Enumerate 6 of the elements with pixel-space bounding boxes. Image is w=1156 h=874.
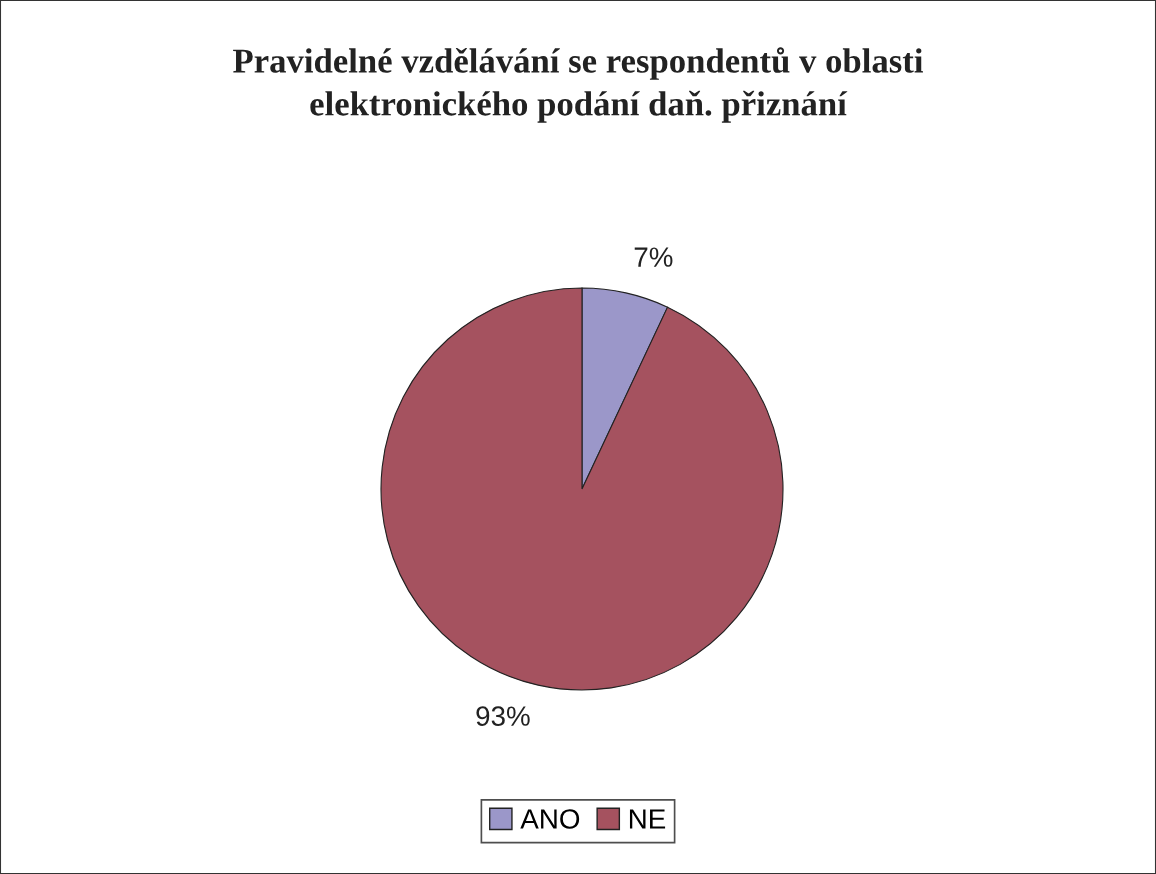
pie-slice [380, 287, 784, 691]
data-label: 93% [476, 706, 530, 726]
legend-label: ANO [520, 809, 580, 829]
legend-label: NE [629, 809, 666, 829]
chart-title: Pravidelné vzdělávání se respondentů v oblasti elektronického podání daň. přiznání [233, 47, 923, 123]
data-label: 7% [634, 247, 673, 267]
